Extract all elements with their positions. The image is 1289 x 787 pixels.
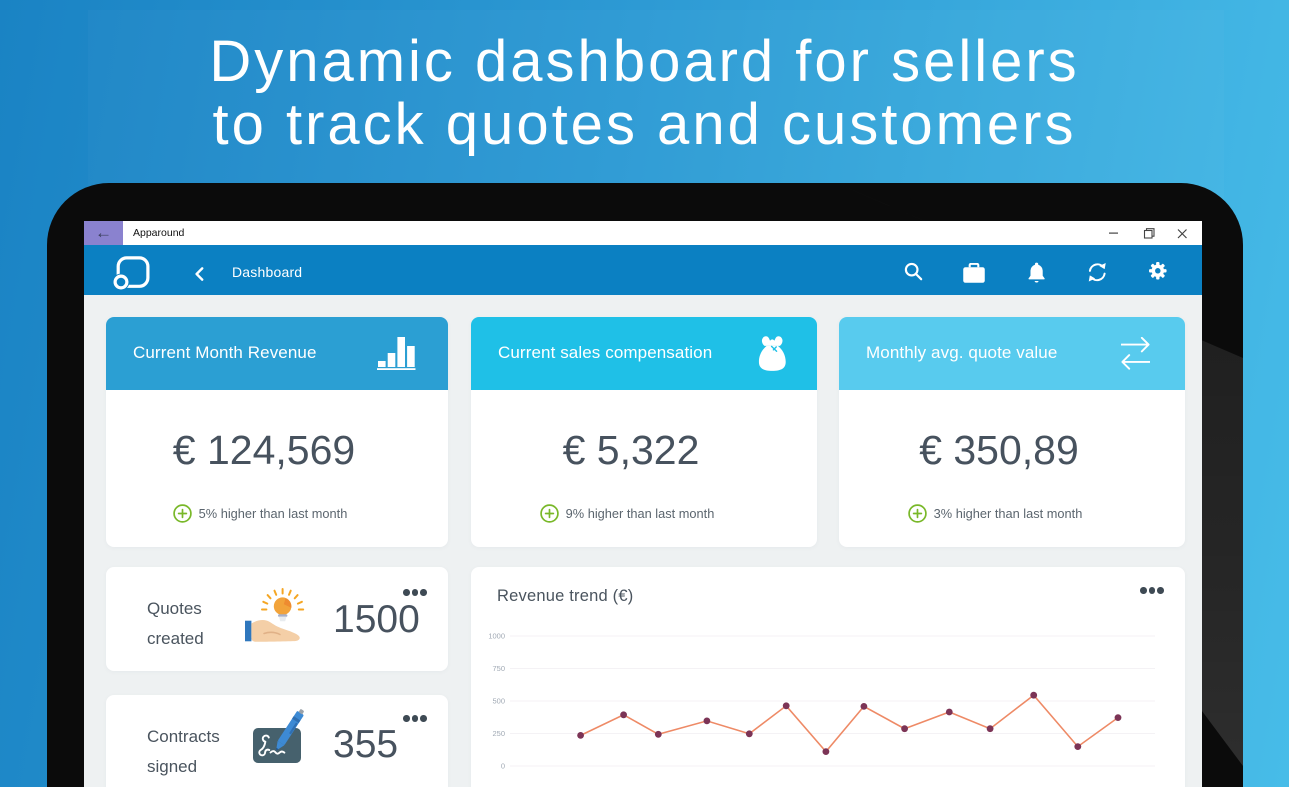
svg-text:250: 250 — [492, 729, 505, 738]
svg-text:500: 500 — [492, 697, 505, 706]
svg-text:1000: 1000 — [488, 632, 505, 641]
svg-text:0: 0 — [501, 762, 505, 771]
svg-text:750: 750 — [492, 664, 505, 673]
